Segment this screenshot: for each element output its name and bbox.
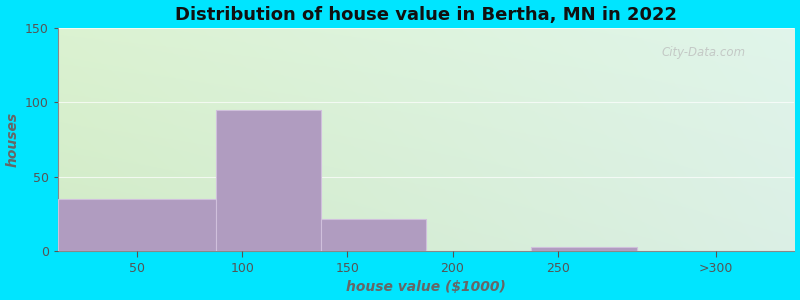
Bar [531, 247, 637, 251]
Text: City-Data.com: City-Data.com [662, 46, 746, 59]
Y-axis label: houses: houses [6, 112, 19, 167]
Bar [58, 199, 216, 251]
X-axis label: house value ($1000): house value ($1000) [346, 280, 506, 294]
Title: Distribution of house value in Bertha, MN in 2022: Distribution of house value in Bertha, M… [175, 6, 678, 24]
Bar [321, 219, 426, 251]
Bar [216, 110, 321, 251]
